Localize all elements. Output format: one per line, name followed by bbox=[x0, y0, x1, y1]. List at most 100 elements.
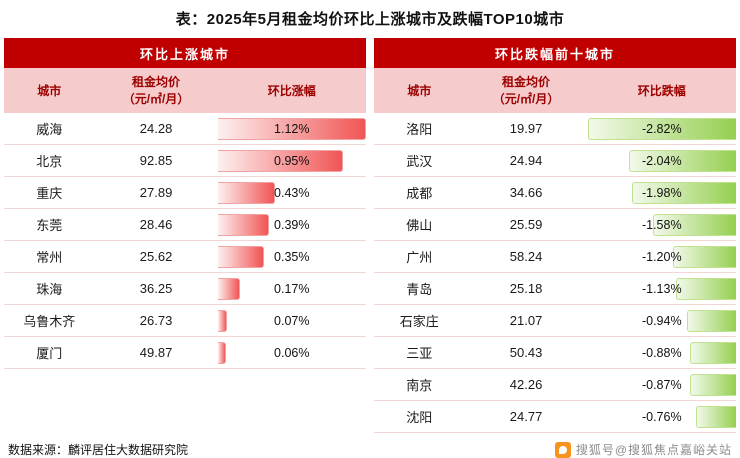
watermark-text: 搜狐号@搜狐焦点嘉峪关站 bbox=[575, 443, 732, 457]
rent-price: 24.77 bbox=[509, 409, 543, 424]
decrease-bar bbox=[672, 245, 736, 268]
table-row: 厦门 49.87 0.06% bbox=[4, 337, 366, 369]
table-row: 沈阳 24.77 -0.76% bbox=[374, 401, 736, 433]
change-cell: 0.43% bbox=[217, 177, 366, 208]
decrease-bar bbox=[652, 213, 736, 236]
increase-bar bbox=[217, 245, 265, 268]
change-cell: 0.39% bbox=[217, 209, 366, 240]
city-name: 重庆 bbox=[36, 186, 63, 201]
rent-price: 27.89 bbox=[139, 185, 173, 200]
change-cell: 0.06% bbox=[217, 337, 366, 368]
data-source-note: 数据来源：麟评居住大数据研究院 bbox=[8, 443, 189, 457]
column-header-row: 城市 租金均价 （元/㎡/月） 环比跌幅 bbox=[374, 68, 736, 113]
decrease-bar bbox=[587, 117, 736, 140]
increase-bar bbox=[217, 309, 227, 332]
change-percent: 1.12% bbox=[274, 121, 310, 136]
rent-price: 25.18 bbox=[509, 281, 543, 296]
change-percent: -1.20% bbox=[641, 249, 682, 264]
column-price-line2: （元/㎡/月） bbox=[122, 91, 190, 106]
change-percent: -1.13% bbox=[641, 281, 682, 296]
table-row: 武汉 24.94 -2.04% bbox=[374, 145, 736, 177]
change-percent: -0.87% bbox=[641, 377, 682, 392]
table-row: 石家庄 21.07 -0.94% bbox=[374, 305, 736, 337]
rent-price: 49.87 bbox=[139, 345, 173, 360]
sohu-logo-icon bbox=[554, 441, 571, 458]
change-percent: 0.06% bbox=[274, 345, 310, 360]
rent-price: 50.43 bbox=[509, 345, 543, 360]
table-row: 洛阳 19.97 -2.82% bbox=[374, 113, 736, 145]
change-cell: -1.20% bbox=[588, 241, 736, 272]
city-name: 东莞 bbox=[36, 218, 63, 233]
change-percent: -0.88% bbox=[641, 345, 682, 360]
rent-price: 24.94 bbox=[509, 153, 543, 168]
rent-price: 92.85 bbox=[139, 153, 173, 168]
increase-bar bbox=[217, 277, 241, 300]
city-name: 厦门 bbox=[36, 346, 63, 361]
change-cell: 0.35% bbox=[217, 241, 366, 272]
decrease-bar bbox=[686, 309, 736, 332]
change-cell: 0.17% bbox=[217, 273, 366, 304]
table-row: 珠海 36.25 0.17% bbox=[4, 273, 366, 305]
change-cell: -2.04% bbox=[588, 145, 736, 176]
column-header-row: 城市 租金均价 （元/㎡/月） 环比涨幅 bbox=[4, 68, 366, 113]
change-percent: 0.43% bbox=[274, 185, 310, 200]
city-name: 威海 bbox=[36, 122, 63, 137]
rising-table-body: 威海 24.28 1.12% 北京 92.85 0.95% bbox=[4, 113, 366, 433]
change-cell: -2.82% bbox=[587, 113, 736, 144]
decrease-bar bbox=[690, 373, 736, 396]
rent-price: 25.62 bbox=[139, 249, 173, 264]
rent-price: 25.59 bbox=[509, 217, 543, 232]
change-percent: 0.39% bbox=[274, 217, 310, 232]
table-row: 成都 34.66 -1.98% bbox=[374, 177, 736, 209]
change-percent: -0.94% bbox=[641, 313, 682, 328]
change-percent: -0.76% bbox=[641, 409, 682, 424]
table-row: 威海 24.28 1.12% bbox=[4, 113, 366, 145]
table-row: 三亚 50.43 -0.88% bbox=[374, 337, 736, 369]
table-row: 常州 25.62 0.35% bbox=[4, 241, 366, 273]
rent-price: 24.28 bbox=[139, 121, 173, 136]
change-cell: -1.98% bbox=[588, 177, 736, 208]
change-cell: -0.76% bbox=[588, 401, 736, 432]
table-row: 乌鲁木齐 26.73 0.07% bbox=[4, 305, 366, 337]
city-name: 佛山 bbox=[406, 218, 433, 233]
change-percent: -1.58% bbox=[641, 217, 682, 232]
decrease-bar bbox=[689, 341, 736, 364]
decrease-bar bbox=[631, 181, 736, 204]
city-name: 青岛 bbox=[406, 282, 433, 297]
city-name: 石家庄 bbox=[399, 314, 439, 329]
change-percent: -2.82% bbox=[641, 121, 682, 136]
panel-rising-cities: 环比上涨城市 城市 租金均价 （元/㎡/月） 环比涨幅 威海 24.28 1.1… bbox=[4, 38, 366, 433]
rent-price: 26.73 bbox=[139, 313, 173, 328]
change-percent: -1.98% bbox=[641, 185, 682, 200]
city-name: 三亚 bbox=[406, 346, 433, 361]
column-price-label: 租金均价 （元/㎡/月） bbox=[465, 74, 588, 106]
change-cell: -0.87% bbox=[588, 369, 736, 400]
increase-bar bbox=[217, 181, 275, 204]
decrease-bar bbox=[695, 405, 736, 428]
change-percent: 0.35% bbox=[274, 249, 310, 264]
rent-price: 19.97 bbox=[509, 121, 543, 136]
change-percent: 0.07% bbox=[274, 313, 310, 328]
decrease-bar bbox=[676, 277, 736, 300]
city-name: 成都 bbox=[406, 186, 433, 201]
city-name: 洛阳 bbox=[406, 122, 433, 137]
column-price-line1: 租金均价 bbox=[502, 75, 551, 90]
column-change-label: 环比跌幅 bbox=[637, 84, 686, 98]
rent-price: 36.25 bbox=[139, 281, 173, 296]
footer: 数据来源：麟评居住大数据研究院 搜狐号@搜狐焦点嘉峪关站 bbox=[4, 441, 736, 458]
panels-container: 环比上涨城市 城市 租金均价 （元/㎡/月） 环比涨幅 威海 24.28 1.1… bbox=[4, 38, 736, 433]
table-row: 佛山 25.59 -1.58% bbox=[374, 209, 736, 241]
increase-bar bbox=[217, 117, 366, 140]
change-percent: 0.17% bbox=[274, 281, 310, 296]
city-name: 乌鲁木齐 bbox=[23, 314, 76, 329]
change-cell: 1.12% bbox=[217, 113, 366, 144]
increase-bar bbox=[217, 149, 344, 172]
table-row: 东莞 28.46 0.39% bbox=[4, 209, 366, 241]
declining-table-body: 洛阳 19.97 -2.82% 武汉 24.94 -2.04% bbox=[374, 113, 736, 433]
city-name: 常州 bbox=[36, 250, 63, 265]
table-row: 重庆 27.89 0.43% bbox=[4, 177, 366, 209]
column-price-line2: （元/㎡/月） bbox=[492, 91, 560, 106]
table-row: 南京 42.26 -0.87% bbox=[374, 369, 736, 401]
city-name: 沈阳 bbox=[406, 410, 433, 425]
